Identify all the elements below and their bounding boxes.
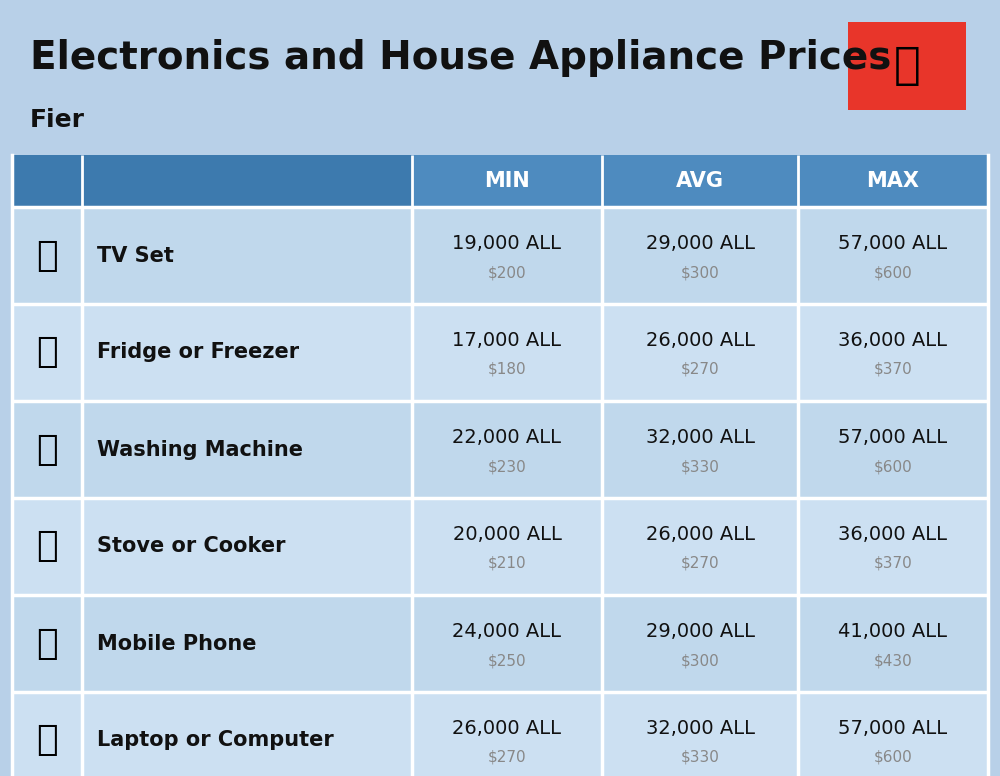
Text: $370: $370 [874,556,912,571]
FancyBboxPatch shape [82,155,412,207]
Text: 41,000 ALL: 41,000 ALL [838,622,948,641]
Text: 29,000 ALL: 29,000 ALL [646,622,755,641]
Text: 57,000 ALL: 57,000 ALL [838,428,948,447]
Text: Fridge or Freezer: Fridge or Freezer [97,342,299,362]
Text: 36,000 ALL: 36,000 ALL [838,331,948,350]
Text: Fier: Fier [30,108,85,132]
Text: 26,000 ALL: 26,000 ALL [646,525,755,544]
Text: $330: $330 [681,750,719,765]
Text: 🧊: 🧊 [36,335,58,369]
Text: Laptop or Computer: Laptop or Computer [97,730,334,750]
Text: TV Set: TV Set [97,245,174,265]
Text: $250: $250 [488,653,526,668]
Text: 🌀: 🌀 [36,432,58,466]
Text: $430: $430 [874,653,912,668]
Text: 🦅: 🦅 [894,44,920,88]
Text: 22,000 ALL: 22,000 ALL [452,428,562,447]
FancyBboxPatch shape [12,692,988,776]
Text: 17,000 ALL: 17,000 ALL [452,331,562,350]
Text: 57,000 ALL: 57,000 ALL [838,234,948,253]
Text: 32,000 ALL: 32,000 ALL [646,428,755,447]
Text: 29,000 ALL: 29,000 ALL [646,234,755,253]
Text: 26,000 ALL: 26,000 ALL [646,331,755,350]
Text: $600: $600 [874,265,912,280]
Text: Stove or Cooker: Stove or Cooker [97,536,286,556]
Text: MAX: MAX [866,171,920,191]
FancyBboxPatch shape [848,22,966,110]
Text: $600: $600 [874,459,912,474]
Text: 19,000 ALL: 19,000 ALL [452,234,562,253]
Text: MIN: MIN [484,171,530,191]
Text: 📱: 📱 [36,626,58,660]
Text: $370: $370 [874,362,912,377]
Text: $600: $600 [874,750,912,765]
FancyBboxPatch shape [602,155,798,207]
FancyBboxPatch shape [798,155,988,207]
Text: $300: $300 [681,653,719,668]
FancyBboxPatch shape [12,304,988,401]
Text: Electronics and House Appliance Prices: Electronics and House Appliance Prices [30,39,891,77]
Text: $210: $210 [488,556,526,571]
FancyBboxPatch shape [12,498,988,595]
Text: Washing Machine: Washing Machine [97,439,303,459]
Text: 24,000 ALL: 24,000 ALL [452,622,562,641]
Text: $270: $270 [681,362,719,377]
Text: $200: $200 [488,265,526,280]
Text: Mobile Phone: Mobile Phone [97,633,256,653]
Text: 🍳: 🍳 [36,529,58,563]
Text: 57,000 ALL: 57,000 ALL [838,719,948,738]
Text: $270: $270 [488,750,526,765]
Text: 32,000 ALL: 32,000 ALL [646,719,755,738]
Text: $270: $270 [681,556,719,571]
Text: 💻: 💻 [36,723,58,757]
Text: 20,000 ALL: 20,000 ALL [453,525,561,544]
FancyBboxPatch shape [12,595,988,692]
Text: $330: $330 [681,459,719,474]
Text: 26,000 ALL: 26,000 ALL [452,719,562,738]
FancyBboxPatch shape [12,155,82,207]
FancyBboxPatch shape [412,155,602,207]
Text: 36,000 ALL: 36,000 ALL [838,525,948,544]
Text: $230: $230 [488,459,526,474]
Text: AVG: AVG [676,171,724,191]
FancyBboxPatch shape [12,207,988,304]
Text: $180: $180 [488,362,526,377]
FancyBboxPatch shape [12,401,988,498]
Text: 📺: 📺 [36,238,58,272]
Text: $300: $300 [681,265,719,280]
